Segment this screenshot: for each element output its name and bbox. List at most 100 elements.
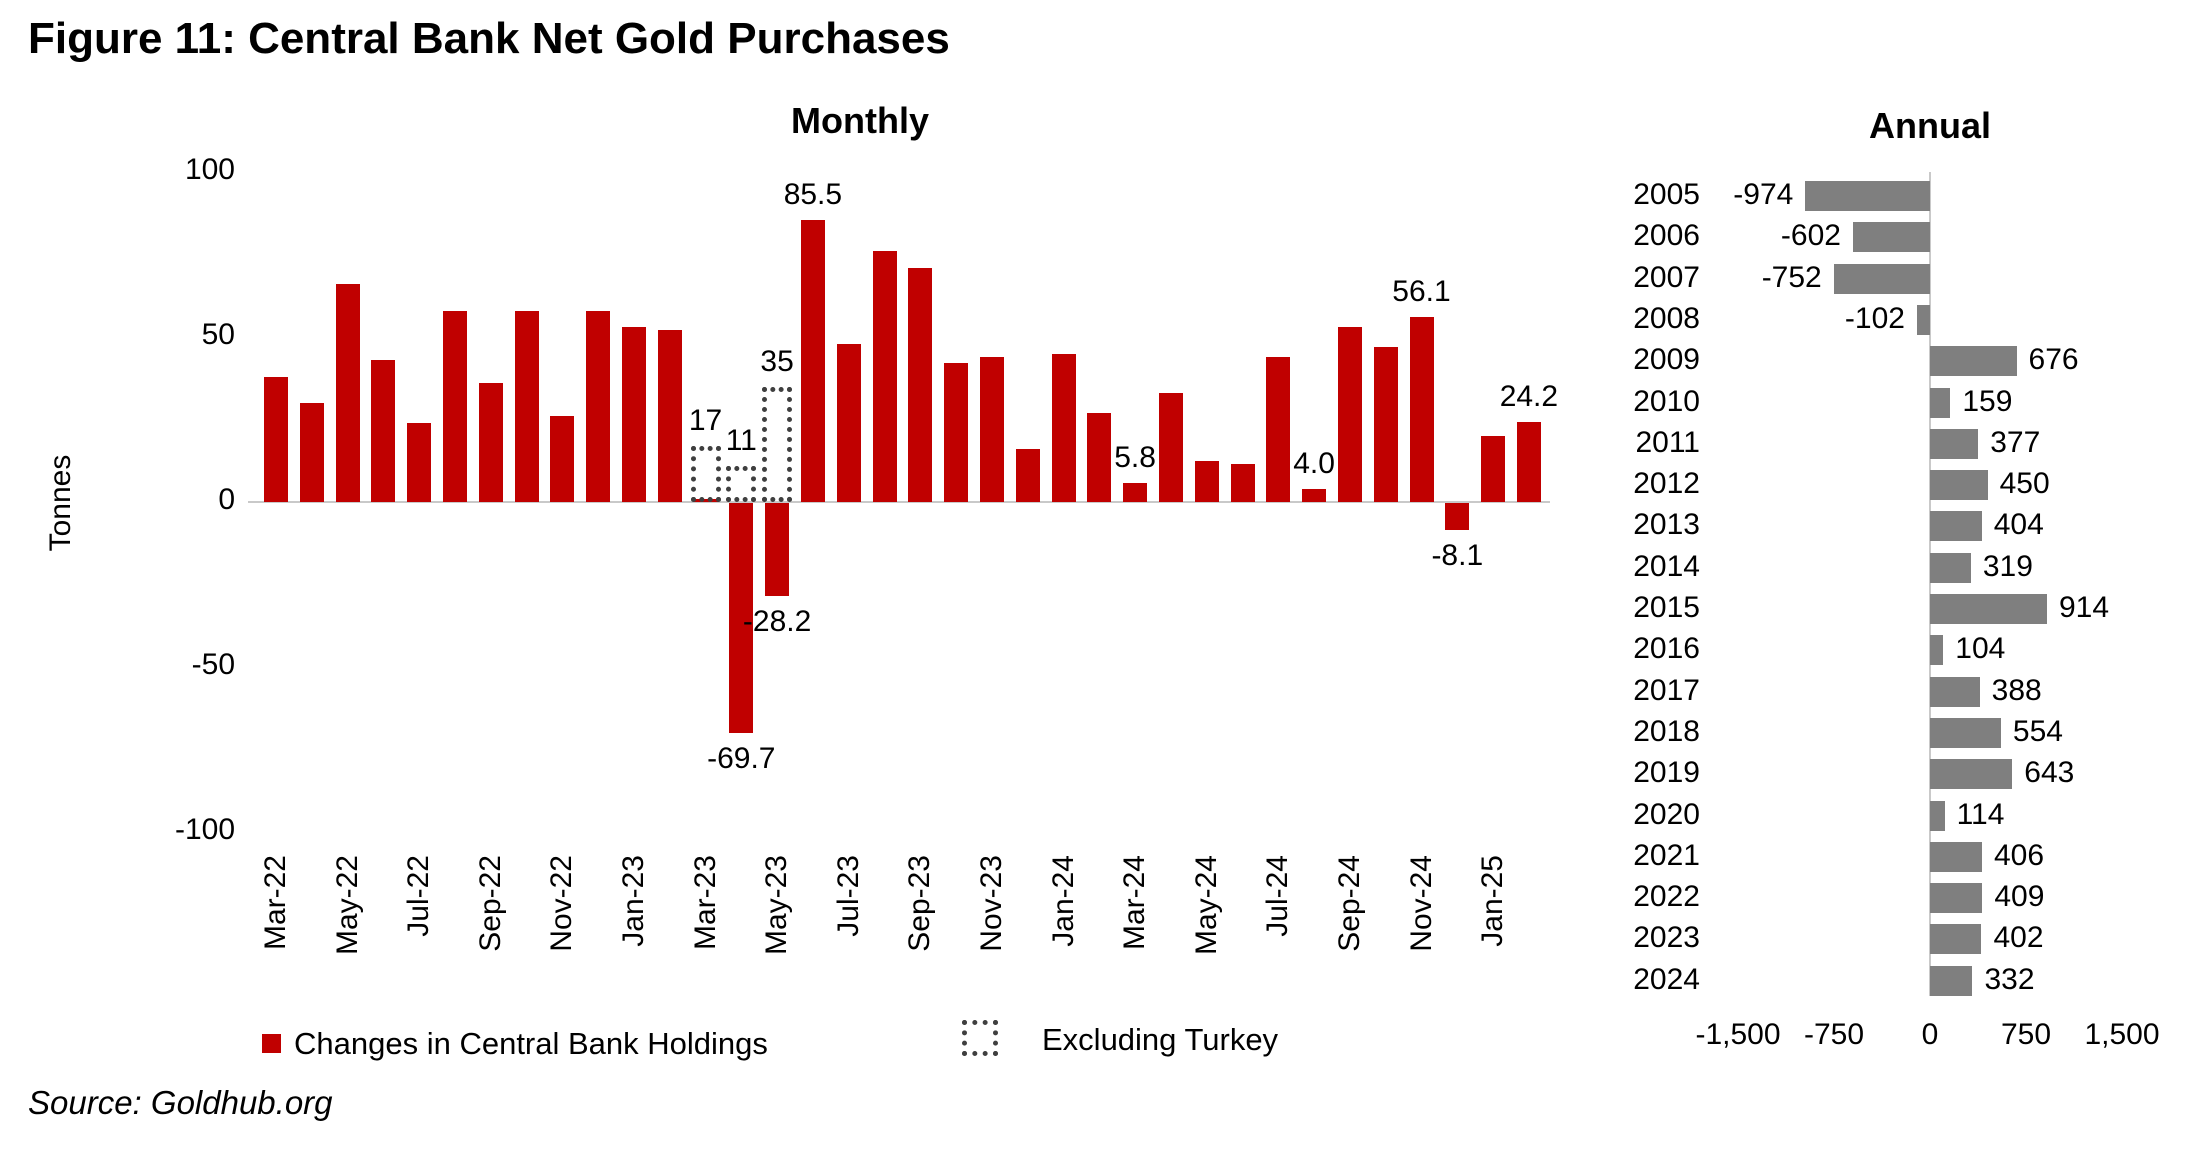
annual-bar [1930,883,1983,914]
annual-bar [1930,511,1982,542]
annual-x-tick-label: -1,500 [1695,1018,1781,1051]
annual-year-label: 2015 [1633,591,1700,624]
monthly-x-tick-label: May-24 [1189,855,1223,956]
annual-bar [1930,470,1988,501]
monthly-bar [1123,482,1148,502]
monthly-data-label: 5.8 [1114,440,1156,474]
monthly-y-tick-label: -50 [191,648,235,681]
annual-bar [1930,428,1979,459]
monthly-data-label: 85.5 [783,177,843,211]
monthly-x-tick-label: Sep-22 [473,855,507,952]
monthly-data-label: 24.2 [1499,380,1559,414]
annual-year-label: 2011 [1635,425,1700,459]
monthly-bar [299,403,324,502]
source-note: Source: Goldhub.org [28,1084,333,1121]
monthly-bar [442,310,467,502]
monthly-x-tick-label: Nov-24 [1404,855,1438,952]
monthly-y-tick-label: 0 [218,483,235,516]
monthly-data-label: -8.1 [1431,538,1484,572]
monthly-bar [1516,422,1541,502]
annual-value-label: 319 [1982,549,2033,583]
annual-chart-title: Annual [1869,105,1991,146]
annual-value-label: 406 [1993,838,2045,872]
annual-value-label: 554 [2012,714,2063,748]
annual-year-label: 2013 [1633,508,1700,542]
monthly-bar [836,343,861,502]
monthly-data-label: 17 [688,403,723,437]
annual-value-label: 914 [2058,591,2110,624]
annual-bar [1930,841,1982,872]
annual-bar [1930,346,2017,377]
monthly-x-tick-label: Jul-23 [831,855,865,937]
monthly-bar [1230,464,1255,502]
monthly-data-label: 4.0 [1293,446,1335,480]
annual-value-label: -974 [1733,178,1794,211]
annual-bar [1833,263,1930,294]
annual-year-label: 2024 [1633,962,1700,996]
annual-year-label: 2006 [1633,219,1700,253]
monthly-bar [1015,449,1040,502]
annual-value-label: 114 [1956,797,2005,831]
annual-year-label: 2022 [1633,880,1700,914]
monthly-bar [1087,412,1112,502]
monthly-x-tick-label: Mar-23 [688,855,722,951]
annual-bar [1930,965,1973,996]
legend-label-central-bank-holdings: Changes in Central Bank Holdings [294,1026,768,1061]
monthly-bar [1194,460,1219,502]
annual-value-label: 159 [1962,384,2013,418]
annual-year-label: 2017 [1633,673,1700,707]
monthly-bar [1337,327,1362,502]
monthly-bar [908,267,933,502]
monthly-bar [514,310,539,502]
annual-x-tick-label: 1,500 [2084,1018,2160,1051]
monthly-x-tick-label: Nov-23 [974,855,1008,952]
monthly-bar [263,376,288,502]
annual-bar [1805,181,1930,211]
annual-bar [1930,924,1982,955]
legend-item-excluding-turkey: Excluding Turkey [962,1018,1382,1066]
excluding-turkey-dotted-bar [690,445,721,502]
monthly-zero-axis-line [248,501,1550,503]
annual-x-tick-label: -750 [1803,1018,1865,1051]
annual-x-tick-label: 750 [2000,1018,2052,1051]
monthly-x-tick-label: Mar-24 [1118,855,1152,951]
monthly-x-tick-label: Sep-23 [903,855,937,952]
annual-bar [1930,676,1980,707]
annual-bar [1930,635,1944,666]
annual-value-label: 377 [1990,425,2041,459]
monthly-bar [1302,488,1327,502]
monthly-y-tick-label: -100 [174,813,235,846]
annual-year-label: 2008 [1633,301,1700,335]
monthly-bar [1445,503,1470,530]
annual-year-label: 2016 [1633,632,1700,666]
annual-year-label: 2023 [1633,921,1700,955]
annual-year-label: 2010 [1633,384,1700,418]
monthly-bar [729,503,754,733]
monthly-y-tick-label: 100 [184,153,235,186]
monthly-bar [478,383,503,502]
monthly-data-label: -28.2 [742,605,812,639]
annual-bar [1930,759,2013,790]
monthly-bar [1409,316,1434,502]
monthly-bar [371,360,396,502]
monthly-x-tick-label: Sep-24 [1332,855,1366,952]
annual-value-label: -752 [1761,260,1822,294]
legend-red-square-icon [262,1034,281,1053]
monthly-bar [765,503,790,597]
monthly-bar [800,219,825,502]
legend-item-central-bank-holdings: Changes in Central Bank Holdings [262,1024,942,1068]
monthly-y-tick-label: 50 [201,318,235,351]
annual-bar [1916,304,1930,335]
monthly-x-tick-label: Jan-24 [1046,855,1080,947]
annual-x-tick-label: 0 [1921,1018,1939,1051]
annual-zero-axis-line [1929,172,1931,996]
annual-value-label: 404 [1993,508,2044,542]
annual-year-label: 2021 [1633,838,1700,872]
annual-bar [1930,800,1945,831]
excluding-turkey-dotted-bar [726,465,757,502]
monthly-bar [979,356,1004,502]
monthly-bar [944,363,969,502]
annual-value-label: -102 [1844,301,1905,335]
monthly-x-tick-label: Mar-22 [258,855,292,951]
annual-year-label: 2009 [1633,343,1700,377]
